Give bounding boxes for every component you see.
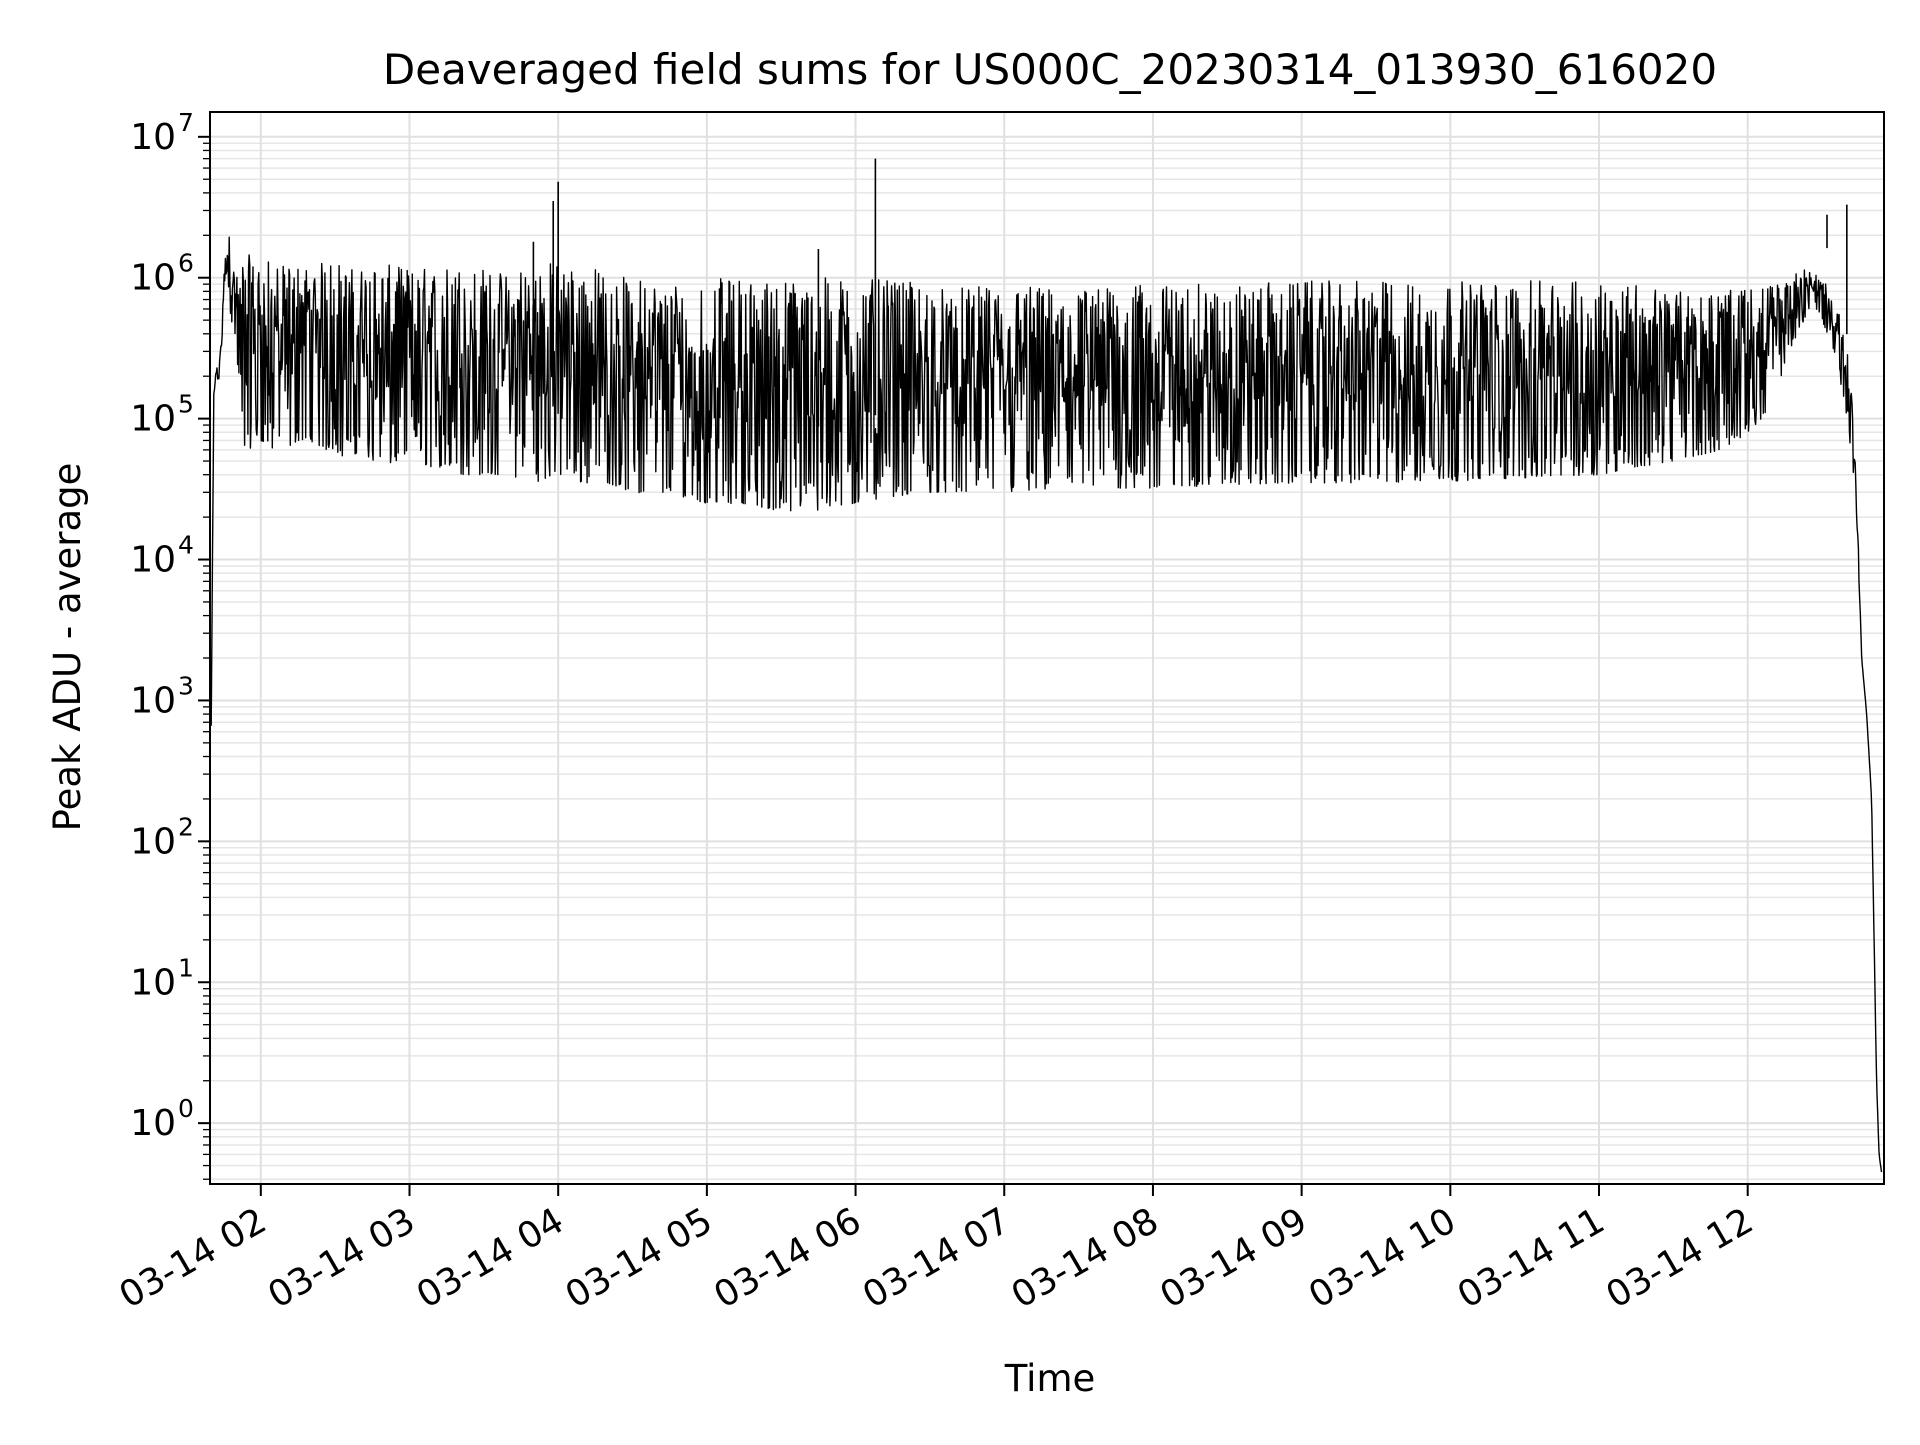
y-tick-exponent: 3 (178, 671, 194, 700)
y-tick-label: 10 (130, 540, 176, 581)
y-tick-label: 10 (130, 962, 176, 1003)
y-tick-label: 10 (130, 680, 176, 721)
y-tick-exponent: 5 (178, 390, 194, 419)
x-axis-label: Time (1004, 1357, 1096, 1400)
chart-title: Deaveraged field sums for US000C_2023031… (383, 45, 1717, 94)
y-tick-exponent: 2 (178, 812, 194, 841)
y-tick-exponent: 4 (178, 531, 194, 560)
y-tick-label: 10 (130, 399, 176, 440)
y-tick-label: 10 (130, 1103, 176, 1144)
plot-frame (209, 111, 1885, 1185)
y-axis-label: Peak ADU - average (46, 463, 89, 832)
series-layer (210, 158, 1883, 1173)
y-tick-label: 10 (130, 258, 176, 299)
y-tick-label: 10 (130, 117, 176, 158)
y-tick-label: 10 (130, 821, 176, 862)
y-tick-exponent: 1 (178, 953, 194, 982)
grid-lines (210, 112, 1884, 1184)
y-tick-exponent: 7 (178, 108, 194, 137)
y-tick-exponent: 0 (178, 1094, 194, 1123)
y-tick-exponent: 6 (178, 249, 194, 278)
series-line (210, 236, 1883, 1173)
